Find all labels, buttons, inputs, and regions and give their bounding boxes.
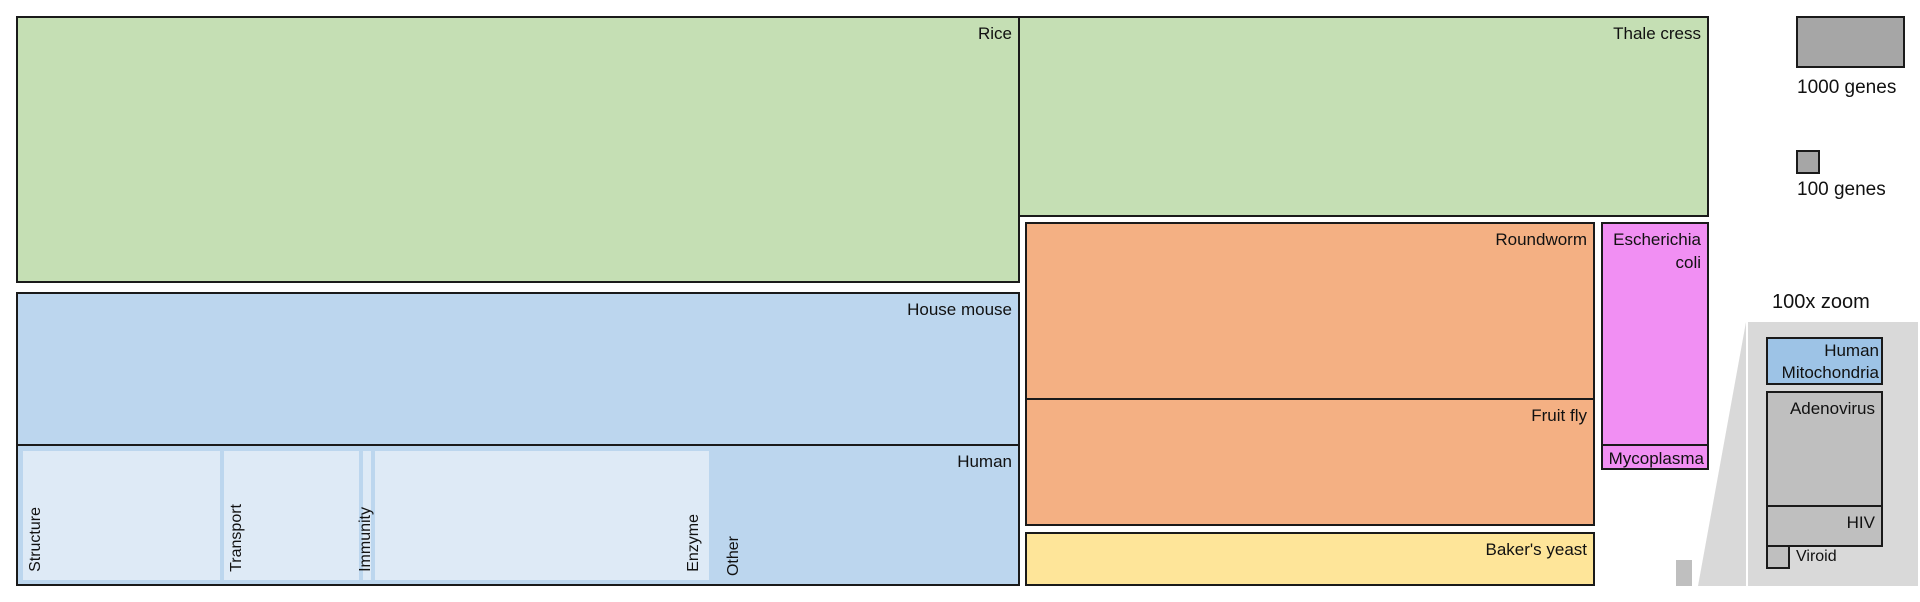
human-category-label: Immunity bbox=[357, 507, 374, 572]
human-mitochondria-block: Human Mitochondria bbox=[1766, 337, 1883, 385]
human-immunity-region: Immunity bbox=[357, 451, 374, 580]
adenovirus-label: Adenovirus bbox=[1789, 399, 1875, 418]
e-coli-label-line1: Escherichia bbox=[1613, 230, 1701, 249]
bakers-yeast-block: Baker's yeast bbox=[1025, 532, 1595, 586]
human-category-label: Structure bbox=[27, 507, 44, 572]
adenovirus-block: Adenovirus bbox=[1766, 391, 1883, 507]
house-mouse-block: House mouse bbox=[16, 292, 1020, 446]
zoom-title: 100x zoom bbox=[1772, 291, 1870, 313]
viroid-label: Viroid bbox=[1796, 548, 1837, 565]
mycoplasma-block: Mycoplasma bbox=[1601, 444, 1709, 470]
human-mitochondria-line2: Mitochondria bbox=[1781, 363, 1879, 382]
human-mitochondria-line1: Human bbox=[1824, 341, 1879, 360]
zoom-source-marker bbox=[1676, 560, 1692, 586]
human-enzyme-region: Enzyme bbox=[375, 451, 709, 580]
mycoplasma-label: Mycoplasma bbox=[1608, 449, 1704, 468]
fruit-fly-block: Fruit fly bbox=[1025, 398, 1595, 526]
e-coli-block: Escherichia coli bbox=[1601, 222, 1709, 446]
legend-100-genes-square bbox=[1796, 150, 1820, 174]
roundworm-label: Roundworm bbox=[1495, 230, 1587, 249]
legend-1000-genes-label: 1000 genes bbox=[1797, 77, 1897, 98]
legend-1000-genes-square bbox=[1796, 16, 1905, 68]
human-category-label: Enzyme bbox=[685, 514, 702, 572]
hiv-block: HIV bbox=[1766, 505, 1883, 547]
human-transport-region: Transport bbox=[224, 451, 359, 580]
e-coli-label: Escherichia coli bbox=[1613, 228, 1701, 274]
e-coli-label-line2: coli bbox=[1675, 253, 1701, 272]
roundworm-block: Roundworm bbox=[1025, 222, 1595, 400]
rice-block: Rice bbox=[16, 16, 1020, 283]
thale-cress-block: Thale cress bbox=[1018, 16, 1709, 217]
viroid-block bbox=[1766, 545, 1790, 569]
human-mitochondria-label: Human Mitochondria bbox=[1782, 340, 1879, 384]
human-category-label: Transport bbox=[228, 504, 245, 572]
bakers-yeast-label: Baker's yeast bbox=[1485, 540, 1587, 559]
hiv-label: HIV bbox=[1846, 513, 1875, 532]
human-label: Human bbox=[957, 452, 1012, 471]
fruit-fly-label: Fruit fly bbox=[1531, 406, 1587, 425]
legend-100-genes-label: 100 genes bbox=[1797, 179, 1886, 200]
human-structure-region: Structure bbox=[23, 451, 220, 580]
rice-label: Rice bbox=[977, 24, 1012, 43]
human-block: Human Structure Transport Immunity Enzym… bbox=[16, 444, 1020, 586]
thale-cress-label: Thale cress bbox=[1613, 24, 1701, 43]
human-category-label: Other bbox=[725, 535, 742, 576]
house-mouse-label: House mouse bbox=[907, 300, 1012, 319]
